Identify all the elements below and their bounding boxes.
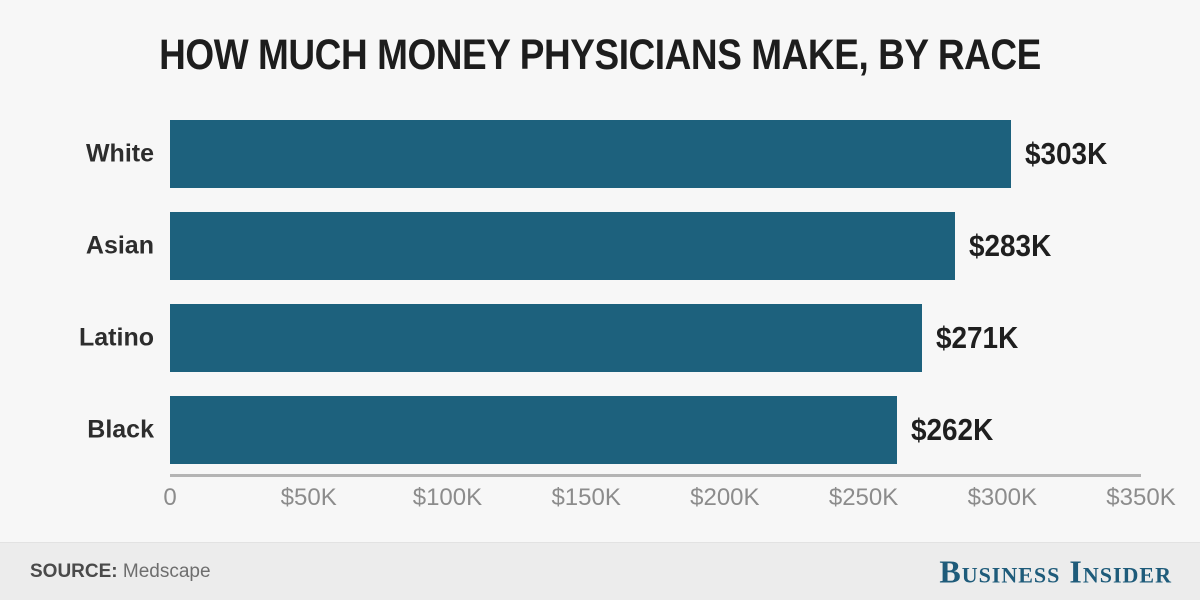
chart-title: HOW MUCH MONEY PHYSICIANS MAKE, BY RACE [159,31,1041,79]
value-label: $271K [935,320,1019,355]
plot-area: White $303K Asian $283K Latino $271K Black $262… [79,0,1176,600]
source-value: Medscape [122,560,211,582]
category-label: Asian [85,231,154,260]
category-label: Black [87,415,154,444]
x-axis-ticks: 0 $50K $100K $150K $200K $250K $300K $350K [163,484,1175,514]
x-tick-label: $350K [1106,484,1176,511]
x-tick-label: $50K [280,484,337,511]
bar [170,304,922,372]
bar [170,396,897,464]
category-label: Latino [79,323,154,352]
bar [170,212,956,280]
x-tick-label: $200K [690,484,760,511]
x-tick-label: $300K [967,484,1037,511]
x-axis-line [170,474,1141,477]
bar-row: Asian $283K [86,212,1141,280]
source-label: SOURCE: [30,560,118,582]
bar-row: Black $262K [87,396,1141,464]
source-line: SOURCE: Medscape [30,561,211,583]
x-tick-label: $100K [412,484,483,511]
value-label: $303K [1024,136,1107,171]
x-tick-label: $250K [828,484,899,511]
bar-row: Latino $271K [79,304,1141,372]
value-label: $262K [910,412,994,447]
footer-bar: SOURCE: Medscape Business Insider [0,542,1200,600]
category-label: White [85,139,154,168]
bar [170,120,1011,188]
value-label: $283K [969,228,1052,263]
x-tick-label: $150K [551,484,621,511]
business-insider-logo: Business Insider [939,553,1172,589]
bar-row: White $303K [86,120,1141,188]
x-tick-label: 0 [163,484,177,511]
